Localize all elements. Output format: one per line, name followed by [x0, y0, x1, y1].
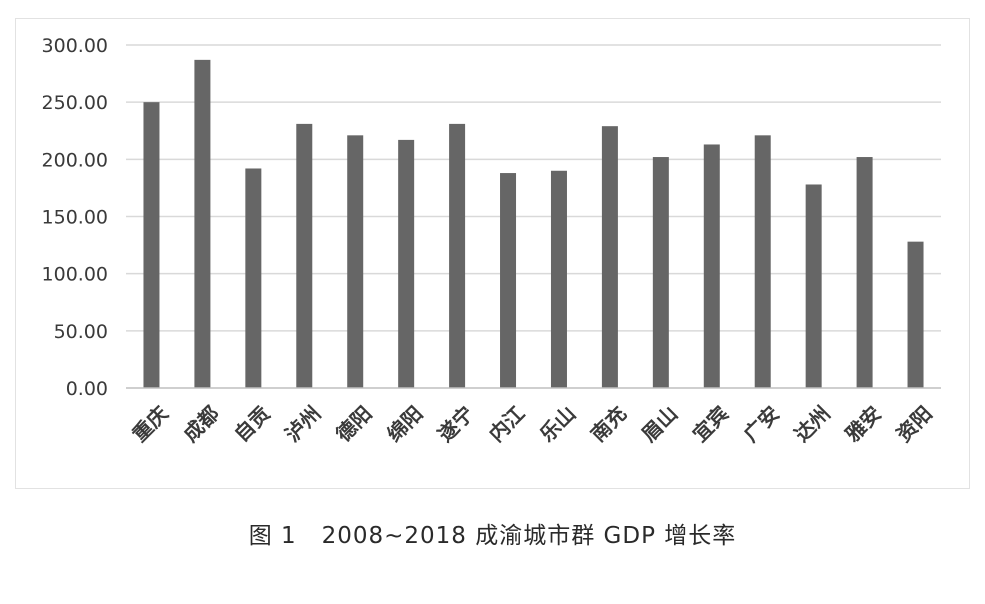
gridlines	[126, 44, 941, 332]
x-category-label: 成都	[178, 401, 223, 446]
figure-caption: 图 1 2008~2018 成渝城市群 GDP 增长率	[248, 523, 737, 549]
chart-frame: 0.00 50.00 100.00 150.00 200.00 250.00 300.00 …	[15, 18, 970, 489]
bar	[449, 123, 466, 388]
x-axis-category-labels: 重庆 成都 自贡 泸州 德阳 绵阳 遂宁 内江 乐山 南充 眉山 宜宾 广安 达州 雅安 资阳	[127, 401, 936, 446]
x-category-label: 雅安	[841, 401, 886, 446]
x-category-label: 绵阳	[382, 401, 427, 446]
x-category-label: 达州	[790, 401, 835, 446]
x-category-label: 德阳	[331, 401, 376, 446]
x-category-label: 乐山	[535, 401, 580, 446]
y-tick-label: 150.00	[42, 207, 108, 229]
y-tick-label: 200.00	[42, 149, 108, 171]
x-category-label: 眉山	[637, 401, 682, 446]
y-tick-label: 0.00	[66, 378, 108, 400]
x-category-label: 广安	[739, 401, 784, 446]
bar	[754, 135, 771, 388]
bar	[500, 173, 517, 388]
bar	[398, 139, 415, 388]
bar	[550, 170, 567, 388]
y-axis-tick-labels: 0.00 50.00 100.00 150.00 200.00 250.00 300.00	[42, 35, 108, 400]
bar	[245, 168, 262, 388]
bar	[805, 184, 822, 388]
y-tick-label: 50.00	[54, 321, 108, 343]
x-category-label: 内江	[484, 401, 529, 446]
bar	[856, 157, 873, 388]
bar	[652, 157, 669, 388]
y-tick-label: 100.00	[42, 264, 108, 286]
x-category-label: 宜宾	[688, 401, 733, 446]
bar	[347, 135, 364, 388]
x-category-label: 泸州	[280, 401, 325, 446]
bar	[703, 144, 720, 388]
x-category-label: 南充	[586, 401, 631, 446]
x-category-label: 遂宁	[433, 401, 478, 446]
bar	[143, 102, 160, 389]
bar	[194, 59, 211, 388]
bar	[907, 241, 924, 388]
x-category-label: 重庆	[127, 401, 172, 446]
y-tick-label: 250.00	[42, 92, 108, 114]
bars	[143, 59, 924, 389]
x-category-label: 资阳	[892, 401, 937, 446]
y-tick-label: 300.00	[42, 35, 108, 57]
x-category-label: 自贡	[229, 401, 274, 446]
bar	[296, 123, 313, 388]
bar	[601, 126, 618, 388]
bar-chart: 0.0050.00100.00150.00200.00250.00300.00 …	[42, 35, 941, 447]
